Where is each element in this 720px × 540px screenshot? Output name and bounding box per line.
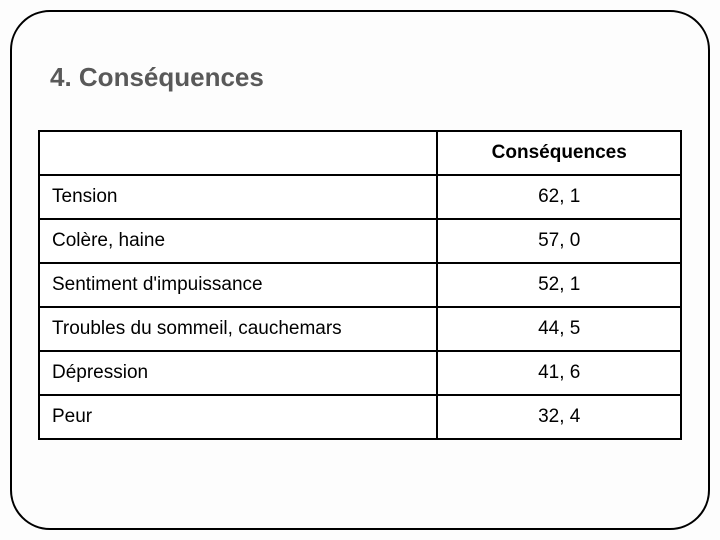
table-row: Troubles du sommeil, cauchemars 44, 5 (39, 307, 681, 351)
table-row: Dépression 41, 6 (39, 351, 681, 395)
table-row: Peur 32, 4 (39, 395, 681, 439)
row-value: 57, 0 (437, 219, 681, 263)
row-value: 44, 5 (437, 307, 681, 351)
table-row: Sentiment d'impuissance 52, 1 (39, 263, 681, 307)
table-header-value: Conséquences (437, 131, 681, 175)
row-value: 41, 6 (437, 351, 681, 395)
slide-title: 4. Conséquences (50, 62, 264, 93)
row-label: Troubles du sommeil, cauchemars (39, 307, 437, 351)
row-label: Sentiment d'impuissance (39, 263, 437, 307)
consequences-table: Conséquences Tension 62, 1 Colère, haine… (38, 130, 682, 440)
table-header-row: Conséquences (39, 131, 681, 175)
row-label: Dépression (39, 351, 437, 395)
row-label: Colère, haine (39, 219, 437, 263)
row-value: 62, 1 (437, 175, 681, 219)
row-value: 52, 1 (437, 263, 681, 307)
row-label: Peur (39, 395, 437, 439)
table-row: Colère, haine 57, 0 (39, 219, 681, 263)
row-label: Tension (39, 175, 437, 219)
row-value: 32, 4 (437, 395, 681, 439)
table-header-blank (39, 131, 437, 175)
table-row: Tension 62, 1 (39, 175, 681, 219)
slide: 4. Conséquences Conséquences Tension 62,… (0, 0, 720, 540)
